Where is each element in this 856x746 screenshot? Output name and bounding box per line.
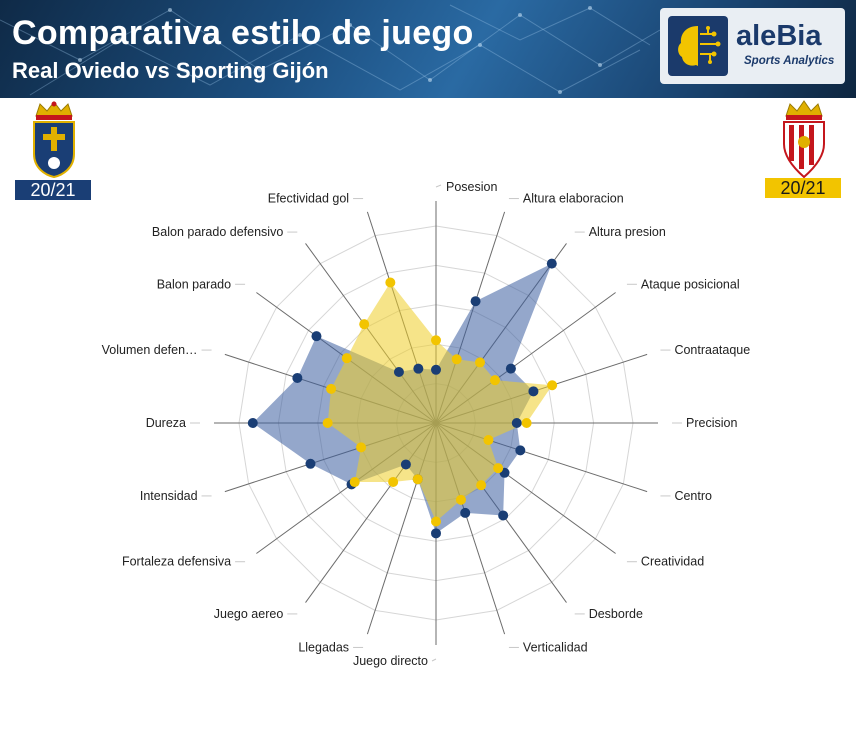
radar-data-point	[475, 357, 486, 368]
radar-axis-label: Centro	[674, 489, 712, 503]
home-team-crest-icon	[33, 101, 75, 178]
radar-data-point	[546, 258, 557, 269]
radar-data-point	[498, 510, 509, 521]
page-title: Comparativa estilo de juego	[12, 14, 474, 52]
radar-axis-label: Ataque posicional	[641, 277, 740, 291]
radar-data-point	[349, 477, 360, 488]
radar-data-point	[356, 442, 367, 453]
radar-axis-label: Llegadas	[298, 640, 349, 654]
radar-axis-label: Dureza	[146, 416, 186, 430]
radar-data-point	[483, 435, 494, 446]
radar-axis-label: Contraataque	[674, 343, 750, 357]
radar-label-leader	[435, 184, 442, 188]
radar-axis-label: Efectividad gol	[268, 192, 349, 206]
radar-axis-label: Precision	[686, 416, 737, 430]
brain-icon	[668, 16, 728, 76]
brand-name: aleBia	[736, 20, 822, 52]
radar-data-point	[412, 474, 423, 485]
radar-data-point	[413, 363, 424, 374]
radar-series-area	[327, 282, 553, 522]
radar-data-point	[247, 418, 258, 428]
radar-data-point	[322, 418, 333, 428]
header: Comparativa estilo de juego Real Oviedo …	[0, 0, 856, 98]
radar-axis-label: Intensidad	[140, 489, 198, 503]
page-subtitle: Real Oviedo vs Sporting Gijón	[12, 58, 329, 83]
radar-data-point	[460, 507, 471, 518]
radar-axis-label: Juego aereo	[214, 607, 284, 621]
radar-data-point	[521, 418, 532, 428]
radar-axis-label: Balon parado defensivo	[152, 225, 283, 239]
radar-data-point	[511, 418, 522, 428]
radar-data-point	[305, 458, 316, 469]
radar-data-point	[311, 331, 322, 342]
radar-data-point	[493, 463, 504, 474]
radar-axis-label: Fortaleza defensiva	[122, 555, 231, 569]
radar-data-point	[431, 364, 441, 375]
radar-axis-label: Verticalidad	[523, 640, 588, 654]
radar-data-point	[400, 459, 411, 470]
radar-data-point	[341, 353, 352, 364]
radar-data-point	[388, 476, 399, 487]
network-background	[0, 4, 661, 96]
radar-axis-label: Volumen defen…	[102, 343, 198, 357]
radar-data-point	[547, 380, 558, 391]
home-season-badge: 20/21	[15, 180, 91, 200]
radar-data-point	[515, 445, 526, 456]
radar-axis-label: Balon parado	[157, 277, 231, 291]
radar-data-point	[385, 277, 396, 288]
radar-chart: Posesion Altura elaboracion Altura presion…	[102, 180, 751, 668]
radar-data-point	[431, 335, 441, 346]
radar-axis-label: Creatividad	[641, 555, 704, 569]
radar-axis-label: Altura elaboracion	[523, 192, 624, 206]
brand-tagline: Sports Analytics	[744, 55, 835, 67]
radar-data-point	[505, 363, 516, 374]
radar-data-point	[431, 528, 441, 539]
radar-axis-label: Desborde	[589, 607, 643, 621]
radar-data-point	[292, 372, 303, 383]
radar-axis-label: Posesion	[446, 180, 497, 194]
radar-data-point	[326, 383, 337, 394]
radar-data-point	[393, 366, 404, 377]
radar-data-point	[431, 516, 441, 527]
radar-data-point	[455, 494, 466, 505]
away-season-badge: 20/21	[765, 178, 841, 198]
radar-label-leader	[431, 658, 437, 662]
radar-data-point	[359, 319, 370, 330]
radar-data-point	[476, 480, 487, 491]
radar-axis-label: Altura presion	[589, 225, 666, 239]
brand-logo: aleBia Sports Analytics	[660, 8, 845, 84]
radar-axis-label: Juego directo	[353, 654, 428, 668]
radar-data-point	[470, 296, 481, 307]
away-team-crest-icon	[783, 100, 825, 178]
radar-data-point	[489, 375, 500, 386]
radar-data-point	[528, 386, 539, 397]
radar-data-point	[451, 354, 462, 365]
